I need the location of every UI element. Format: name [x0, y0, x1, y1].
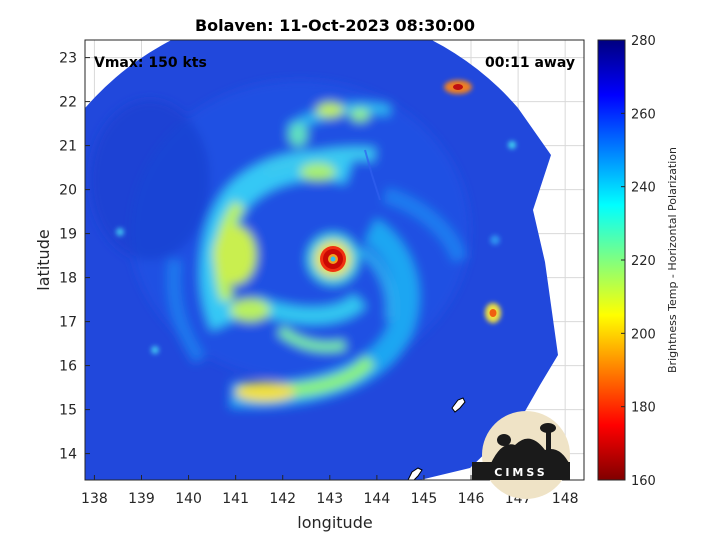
cimss-logo: CIMSS [472, 411, 570, 499]
colorbar-gradient [597, 39, 626, 481]
x-axis-label: longitude [297, 513, 372, 532]
colorbar-ticks: 160 180 200 220 240 260 280 [621, 34, 656, 489]
x-tick-label: 146 [458, 491, 485, 507]
x-tick-label: 141 [222, 491, 249, 507]
colorbar: 160 180 200 220 240 260 280 Brightness Temp - … [597, 34, 679, 489]
y-tick-label: 14 [59, 447, 77, 463]
x-tick-label: 138 [81, 491, 108, 507]
colorbar-tick-label: 160 [631, 474, 656, 489]
colorbar-tick-label: 220 [631, 254, 656, 269]
colorbar-tick-label: 240 [631, 181, 656, 196]
island-outline [407, 467, 423, 480]
chart-title: Bolaven: 11-Oct-2023 08:30:00 [195, 16, 475, 35]
y-tick-label: 22 [59, 95, 77, 111]
x-tick-label: 144 [364, 491, 391, 507]
x-tick-label: 148 [552, 491, 579, 507]
y-tick-label: 16 [59, 359, 77, 375]
x-tick-label: 145 [411, 491, 438, 507]
x-tick-labels: 138 139 140 141 142 143 144 145 146 147 148 [81, 475, 579, 507]
colorbar-tick-label: 180 [631, 401, 656, 416]
y-tick-label: 19 [59, 227, 77, 243]
logo-text: CIMSS [494, 466, 547, 479]
time-offset-label: 00:11 away [485, 55, 575, 71]
y-tick-label: 23 [59, 51, 77, 67]
vmax-label: Vmax: 150 kts [94, 55, 207, 71]
colorbar-tick-label: 200 [631, 327, 656, 342]
axes-box [84, 39, 585, 481]
x-tick-label: 142 [269, 491, 296, 507]
x-tick-label: 143 [316, 491, 343, 507]
colorbar-tick-label: 260 [631, 107, 656, 122]
colorbar-tick-label: 280 [631, 34, 656, 49]
y-tick-label: 18 [59, 271, 77, 287]
y-tick-labels: 14 15 16 17 18 19 20 21 22 23 [59, 51, 90, 463]
island-outline [451, 397, 466, 413]
x-tick-label: 139 [128, 491, 155, 507]
y-axis-label: latitude [34, 229, 53, 290]
y-tick-label: 17 [59, 315, 77, 331]
x-tick-label: 140 [175, 491, 202, 507]
y-tick-label: 21 [59, 139, 77, 155]
colorbar-label: Brightness Temp - Horizontal Polarizatio… [666, 147, 679, 373]
y-tick-label: 20 [59, 183, 77, 199]
y-tick-label: 15 [59, 403, 77, 419]
brightness-temp-swath [85, 40, 558, 480]
